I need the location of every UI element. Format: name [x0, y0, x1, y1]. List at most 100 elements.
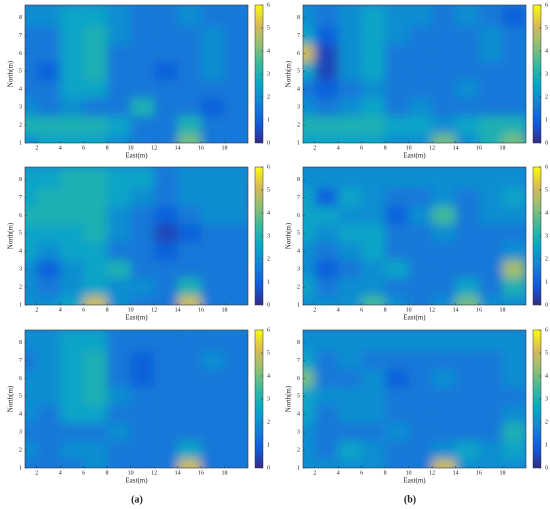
- y-tick-label: 2: [297, 284, 300, 290]
- heat-cell: [338, 40, 362, 63]
- heat-cell: [60, 167, 84, 189]
- heat-cell: [385, 220, 409, 243]
- heat-cell: [25, 220, 37, 243]
- heat-cell: [385, 238, 409, 261]
- heat-cell: [36, 112, 61, 135]
- heat-cell: [224, 112, 248, 135]
- heat-cell: [338, 22, 362, 45]
- heat-cell: [303, 76, 315, 99]
- heat-cell: [201, 419, 225, 442]
- heat-cell: [361, 419, 386, 442]
- heat-cell: [338, 347, 362, 370]
- heat-cell: [60, 58, 84, 81]
- heat-cell: [36, 401, 61, 424]
- x-tick-label: 12: [429, 145, 435, 151]
- heat-cell: [479, 112, 503, 135]
- heat-cell: [502, 94, 526, 117]
- heat-cell: [83, 184, 108, 207]
- heat-cell: [83, 419, 108, 442]
- colorbar-tick-label: 0: [545, 302, 548, 308]
- heat-cell: [479, 274, 503, 297]
- heat-cell: [154, 437, 178, 460]
- heat-cell: [432, 274, 456, 297]
- heat-cell: [60, 40, 84, 63]
- heat-cell: [303, 5, 315, 27]
- colorbar-tick-label: 0: [267, 465, 270, 471]
- heatmap-area: [303, 167, 526, 305]
- heat-cell: [154, 238, 178, 261]
- heat-cell: [154, 167, 178, 189]
- heat-cell: [502, 184, 526, 207]
- heat-cell: [385, 202, 409, 225]
- heat-cell: [303, 130, 315, 143]
- x-tick-label: 4: [337, 470, 340, 476]
- colorbar-tick-label: 1: [267, 442, 270, 448]
- heat-cell: [130, 365, 155, 388]
- colorbar-tick-label: 4: [545, 210, 548, 216]
- heat-cell: [201, 330, 225, 352]
- heat-cell: [36, 202, 61, 225]
- heat-cell: [36, 58, 61, 81]
- heat-cell: [361, 40, 386, 63]
- heat-cell: [224, 419, 248, 442]
- heat-cell: [177, 5, 202, 27]
- heat-cell: [314, 256, 339, 279]
- heat-cell: [201, 401, 225, 424]
- heat-cell: [201, 437, 225, 460]
- heat-cell: [408, 202, 433, 225]
- axes-frame: [302, 4, 527, 144]
- heat-cell: [107, 256, 131, 279]
- heat-cell: [25, 58, 37, 81]
- heat-cell: [60, 94, 84, 117]
- heat-cell: [314, 94, 339, 117]
- heat-cell: [177, 401, 202, 424]
- heat-cell: [154, 40, 178, 63]
- y-tick-label: 3: [297, 267, 300, 273]
- colorbar-tick-label: 6: [267, 2, 270, 8]
- heat-cell: [502, 274, 526, 297]
- heat-cell: [224, 401, 248, 424]
- heat-cell: [60, 76, 84, 99]
- colorbar-tick-label: 4: [267, 48, 270, 54]
- heat-cell: [60, 437, 84, 460]
- heat-cell: [154, 256, 178, 279]
- heat-cell: [130, 419, 155, 442]
- heat-cell: [455, 202, 480, 225]
- heat-cell: [177, 419, 202, 442]
- heat-cell: [432, 202, 456, 225]
- heat-cell: [60, 112, 84, 135]
- heat-cell: [83, 40, 108, 63]
- heat-cell: [25, 5, 37, 27]
- colorbar-tick-label: 0: [545, 465, 548, 471]
- heat-cell: [107, 202, 131, 225]
- heat-cell: [338, 238, 362, 261]
- heat-cell: [177, 58, 202, 81]
- heat-cell: [177, 94, 202, 117]
- heat-cell: [154, 94, 178, 117]
- y-tick-label: 2: [19, 447, 22, 453]
- colorbar-tick-label: 4: [545, 48, 548, 54]
- heat-cell: [60, 184, 84, 207]
- colorbar-tick-label: 3: [545, 233, 548, 239]
- heat-cell: [408, 58, 433, 81]
- y-tick-label: 2: [19, 122, 22, 128]
- heat-cell: [455, 40, 480, 63]
- colorbar-tick-label: 5: [545, 187, 548, 193]
- heat-cell: [25, 330, 37, 352]
- heat-cell: [130, 347, 155, 370]
- heat-cell: [25, 112, 37, 135]
- y-tick-label: 6: [19, 376, 22, 382]
- heat-cell: [36, 220, 61, 243]
- y-tick-label: 4: [19, 249, 22, 255]
- y-axis-label: North(m): [7, 60, 15, 87]
- heat-cell: [107, 383, 131, 406]
- heat-cell: [154, 184, 178, 207]
- heat-cell: [502, 202, 526, 225]
- y-tick-label: 8: [19, 340, 22, 346]
- axes-frame: [302, 166, 527, 306]
- heat-cell: [314, 274, 339, 297]
- y-tick-label: 3: [19, 267, 22, 273]
- heat-cell: [338, 167, 362, 189]
- x-tick-label: 18: [222, 470, 228, 476]
- heat-cell: [479, 220, 503, 243]
